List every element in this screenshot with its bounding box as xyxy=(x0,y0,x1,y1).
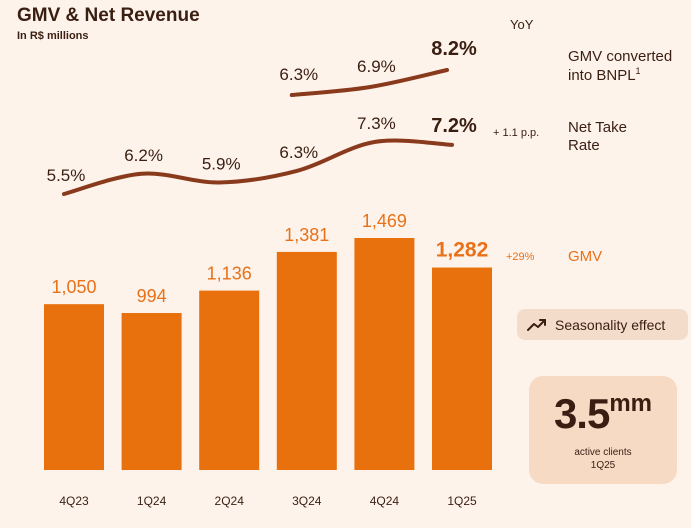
legend-bnpl-line1: GMV converted xyxy=(568,48,672,65)
take-rate-label: 6.3% xyxy=(279,143,318,162)
active-clients-number: 3.5 xyxy=(553,390,610,437)
take-rate-label: 6.2% xyxy=(124,146,163,165)
gmv-bar xyxy=(276,251,337,470)
active-clients-caption-line1: active clients xyxy=(574,447,632,458)
x-tick-label: 4Q23 xyxy=(59,494,89,508)
take-rate-label: 7.2% xyxy=(431,115,477,137)
active-clients-caption-line2: 1Q25 xyxy=(590,460,616,471)
x-tick-label: 2Q24 xyxy=(215,494,245,508)
legend-take-rate-line1: Net Take xyxy=(568,119,627,136)
active-clients-card: 3.5mm active clients 1Q25 xyxy=(529,376,677,484)
bnpl-series-line xyxy=(289,68,449,97)
x-tick-label: 1Q25 xyxy=(447,494,477,508)
bnpl-label: 6.3% xyxy=(279,65,318,84)
legend-bnpl-footnote: 1 xyxy=(636,66,641,76)
gmv-bar xyxy=(432,267,492,470)
active-clients-value: 3.5mm xyxy=(529,390,677,438)
gmv-bar-label: 1,136 xyxy=(207,264,252,284)
x-tick-label: 1Q24 xyxy=(137,494,167,508)
seasonality-label: Seasonality effect xyxy=(555,316,666,333)
gmv-delta: +29% xyxy=(506,251,535,263)
seasonality-badge: Seasonality effect xyxy=(517,309,688,340)
trending-up-icon xyxy=(527,318,546,331)
gmv-bar-label: 1,469 xyxy=(362,211,407,231)
bnpl-label: 6.9% xyxy=(357,57,396,76)
x-tick-label: 3Q24 xyxy=(292,494,322,508)
take-rate-label: 7.3% xyxy=(357,114,396,133)
active-clients-caption: active clients 1Q25 xyxy=(529,446,677,472)
legend-take-rate-line2: Rate xyxy=(568,137,600,154)
gmv-bar-label: 1,282 xyxy=(436,239,489,262)
take-rate-series-line xyxy=(62,138,454,196)
legend-bnpl-line2: into BNPL1 xyxy=(568,66,641,84)
bnpl-label: 8.2% xyxy=(431,38,477,60)
legend-bnpl-line2-text: into BNPL xyxy=(568,67,636,84)
gmv-bar xyxy=(121,313,182,470)
take-rate-delta: + 1.1 p.p. xyxy=(493,127,539,139)
take-rate-label: 5.9% xyxy=(202,154,241,173)
take-rate-label: 5.5% xyxy=(47,166,86,185)
chart-title: GMV & Net Revenue xyxy=(17,5,200,26)
chart-subtitle: In R$ millions xyxy=(17,30,89,42)
gmv-bar-label: 1,381 xyxy=(284,225,329,245)
x-tick-label: 4Q24 xyxy=(370,494,400,508)
gmv-bar xyxy=(199,290,260,470)
yoy-header: YoY xyxy=(510,17,534,32)
gmv-bar-label: 1,050 xyxy=(51,277,96,297)
gmv-bar-label: 994 xyxy=(137,286,167,306)
legend-gmv: GMV xyxy=(568,248,602,265)
active-clients-unit: mm xyxy=(609,390,653,417)
gmv-bar xyxy=(44,304,104,470)
gmv-bar xyxy=(354,238,415,470)
